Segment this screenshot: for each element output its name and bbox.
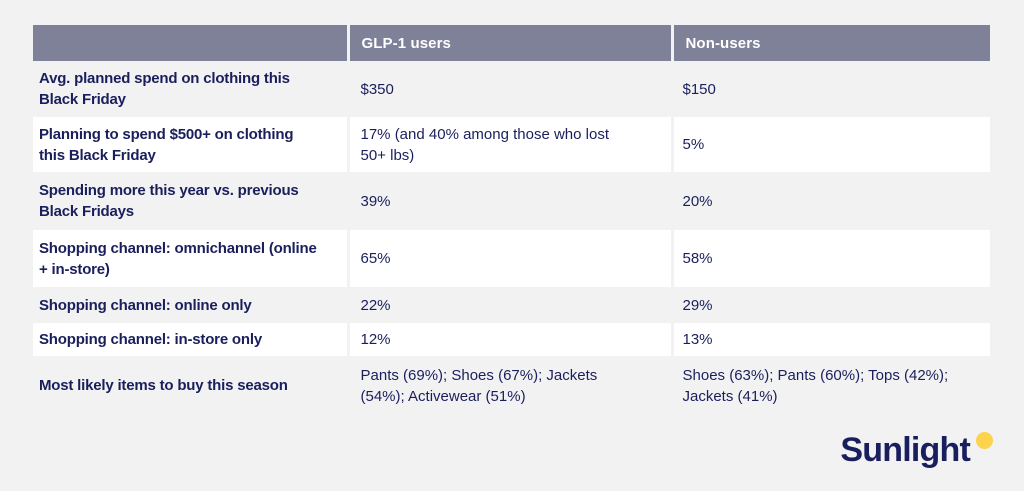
glp1-value: $350	[346, 61, 672, 117]
table-row: Planning to spend $500+ on clothing this…	[33, 117, 990, 172]
nonusers-value: 58%	[670, 230, 990, 287]
row-label: Shopping channel: online only	[39, 296, 252, 314]
table-row: Avg. planned spend on clothing this Blac…	[33, 61, 990, 117]
table-row: Spending more this year vs. previous Bla…	[33, 172, 990, 230]
header-cell-empty	[33, 25, 348, 61]
nonusers-value: 13%	[670, 323, 990, 356]
row-label: Avg. planned spend on clothing this Blac…	[39, 70, 290, 108]
comparison-table: GLP-1 users Non-users Avg. planned spend…	[33, 25, 990, 415]
nonusers-value: 5%	[670, 117, 990, 172]
sun-dot-icon	[976, 432, 993, 449]
header-row: GLP-1 users Non-users	[33, 25, 990, 61]
glp1-value: 39%	[346, 172, 672, 230]
row-label: Most likely items to buy this season	[39, 377, 288, 394]
glp1-value: 17% (and 40% among those who lost 50+ lb…	[346, 117, 672, 172]
glp1-value: 22%	[346, 287, 672, 323]
table-row: Shopping channel: online only 22% 29%	[33, 287, 990, 323]
row-label: Planning to spend $500+ on clothing this…	[39, 125, 294, 164]
glp1-value: 12%	[346, 323, 672, 356]
glp1-value: 65%	[346, 230, 672, 287]
table-row: Shopping channel: omnichannel (online + …	[33, 230, 990, 287]
table-row: Most likely items to buy this season Pan…	[33, 356, 990, 415]
table-row: Shopping channel: in-store only 12% 13%	[33, 323, 990, 356]
logo-text: Sunlight	[840, 431, 970, 469]
header-cell-non-users: Non-users	[670, 25, 990, 61]
header-cell-glp1-users: GLP-1 users	[346, 25, 672, 61]
row-label: Shopping channel: omnichannel (online + …	[39, 239, 317, 278]
nonusers-value: $150	[670, 61, 990, 117]
glp1-value: Pants (69%); Shoes (67%); Jackets (54%);…	[346, 356, 672, 415]
row-label: Shopping channel: in-store only	[39, 331, 262, 348]
nonusers-value: 20%	[670, 172, 990, 230]
nonusers-value: Shoes (63%); Pants (60%); Tops (42%); Ja…	[670, 356, 990, 415]
nonusers-value: 29%	[670, 287, 990, 323]
sunlight-logo: Sunlight	[840, 430, 993, 470]
row-label: Spending more this year vs. previous Bla…	[39, 182, 299, 220]
